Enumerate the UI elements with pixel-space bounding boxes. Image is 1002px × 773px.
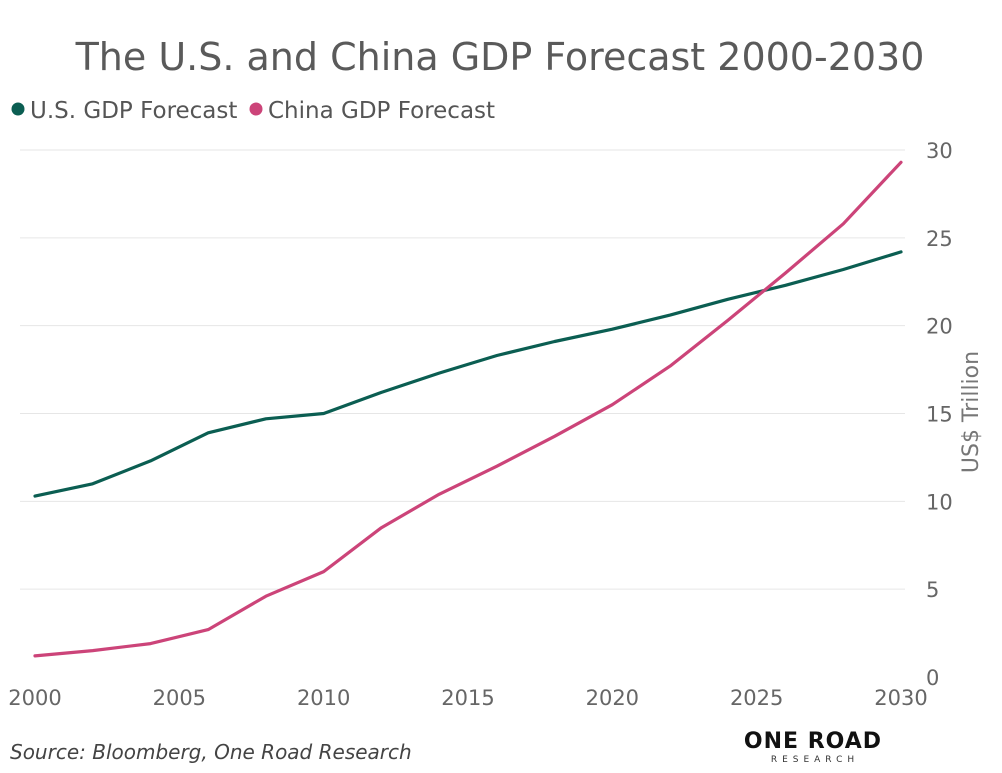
source-note: Source: Bloomberg, One Road Research [10,740,412,764]
legend-label: U.S. GDP Forecast [30,98,237,124]
legend-marker [11,102,25,116]
x-tick-label: 2005 [153,686,206,710]
y-tick-label: 30 [926,139,953,163]
y-tick-label: 10 [926,490,953,514]
series-line-china [33,160,903,658]
x-tick-label: 2010 [297,686,350,710]
y-tick-label: 25 [926,227,953,251]
y-tick-label: 15 [926,403,953,427]
y-axis-label: US$ Trillion [959,351,984,473]
legend-label: China GDP Forecast [268,98,495,124]
y-axis-ticks: 0 5 10 15 20 25 30 [926,139,953,690]
chart-legend: U.S. GDP Forecast China GDP Forecast [11,98,495,124]
x-tick-label: 2030 [874,686,927,710]
y-tick-label: 20 [926,315,953,339]
gridlines [20,149,905,590]
y-tick-label: 5 [926,578,939,602]
x-tick-label: 2020 [586,686,639,710]
x-tick-label: 2015 [441,686,494,710]
logo-main-text: ONE ROAD [744,729,882,754]
x-tick-label: 2000 [8,686,61,710]
x-tick-label: 2025 [730,686,783,710]
series-line-us [33,250,903,498]
x-axis-ticks: 2000 2005 2010 2015 2020 2025 2030 [8,686,927,710]
legend-marker [249,102,263,116]
logo-sub-text: RESEARCH [771,755,859,765]
chart-title: The U.S. and China GDP Forecast 2000-203… [75,35,925,79]
series-lines [33,160,903,658]
one-road-logo: ONE ROAD RESEARCH [744,729,882,765]
y-tick-label: 0 [926,666,939,690]
